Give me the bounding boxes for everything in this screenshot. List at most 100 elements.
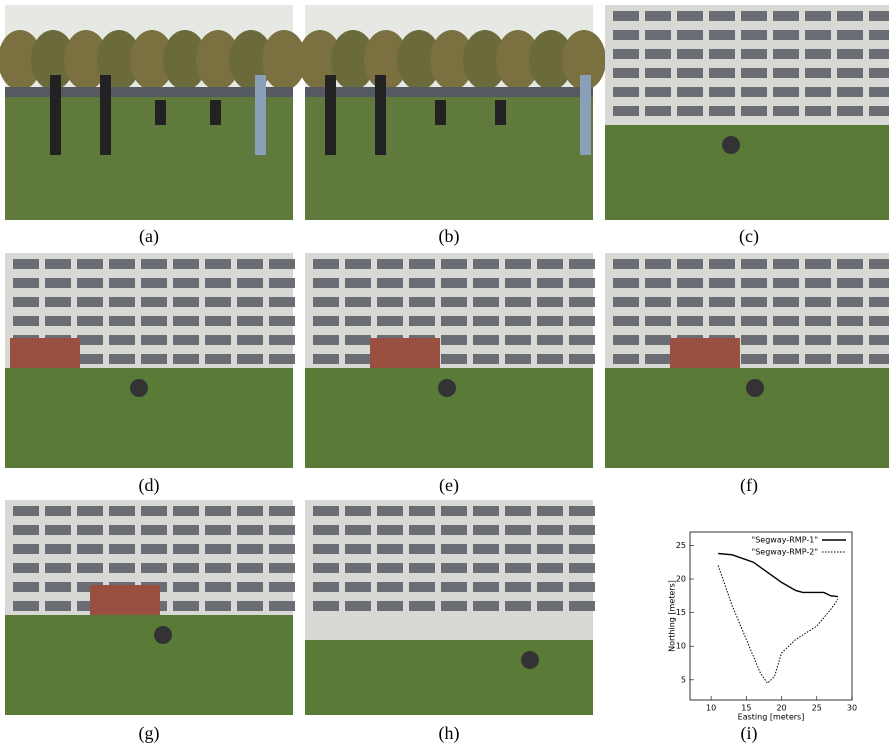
window [77,297,103,307]
caption: (h) [439,723,460,744]
robot [130,379,148,397]
window [505,506,531,516]
photo [0,5,306,220]
window [77,278,103,288]
window [441,582,467,592]
y-tick-label: 15 [676,608,686,617]
caption: (b) [439,226,460,247]
window [677,30,703,40]
window [141,297,167,307]
window [505,354,531,364]
grass [5,615,293,715]
window [569,297,595,307]
window [677,49,703,59]
caption: (d) [139,475,160,496]
window [473,544,499,554]
window [173,506,199,516]
window [805,259,831,269]
series-line [718,566,838,684]
window [345,316,371,326]
window [505,335,531,345]
window [45,278,71,288]
window [869,87,889,97]
y-tick-label: 5 [681,675,686,684]
window [645,68,671,78]
window [613,297,639,307]
window [345,354,371,364]
window [45,525,71,535]
window [345,563,371,573]
window [141,544,167,554]
window [569,316,595,326]
window [473,259,499,269]
window [741,335,767,345]
window [677,11,703,21]
window [141,525,167,535]
window [269,525,295,535]
window [173,601,199,611]
grass [605,368,889,468]
window [473,354,499,364]
series-line [718,554,838,597]
window [13,582,39,592]
window [613,68,639,78]
window [537,544,563,554]
figure [255,75,266,155]
y-tick-label: 10 [676,642,686,651]
window [77,335,103,345]
photo [305,500,595,715]
window [205,544,231,554]
window [677,259,703,269]
window [237,335,263,345]
window [77,316,103,326]
window [773,316,799,326]
figure: (a)(b)(c)(d)(e)(f)(g)(h)(i)1015202530510… [0,0,889,748]
window [709,106,735,116]
window [773,259,799,269]
window [345,297,371,307]
window [141,563,167,573]
window [345,506,371,516]
window [77,563,103,573]
window [645,354,671,364]
window [441,525,467,535]
window [805,11,831,21]
window [837,30,863,40]
window [773,68,799,78]
window [205,316,231,326]
window [409,297,435,307]
caption: (a) [139,226,159,247]
x-axis-label: Easting [meters] [738,713,805,722]
caption: (e) [439,475,459,496]
window [869,30,889,40]
window [613,354,639,364]
window [473,525,499,535]
caption: (i) [741,723,758,744]
window [473,601,499,611]
window [537,335,563,345]
window [709,259,735,269]
window [677,106,703,116]
window [645,87,671,97]
figure [50,75,61,155]
window [313,354,339,364]
window [837,49,863,59]
window [613,106,639,116]
window [741,11,767,21]
figure [375,75,386,155]
window [645,278,671,288]
window [613,49,639,59]
window [773,30,799,40]
window [773,49,799,59]
window [313,506,339,516]
window [473,297,499,307]
window [205,278,231,288]
window [569,335,595,345]
window [409,259,435,269]
window [505,544,531,554]
window [869,259,889,269]
window [505,525,531,535]
window [709,297,735,307]
window [677,68,703,78]
window [569,544,595,554]
